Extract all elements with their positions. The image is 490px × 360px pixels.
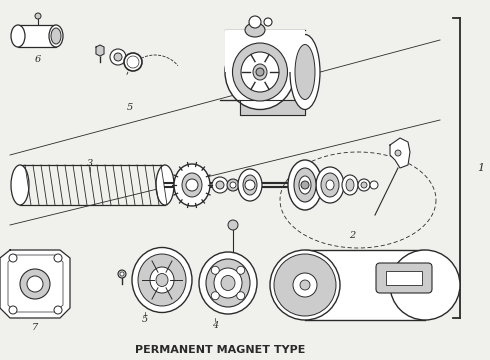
Ellipse shape <box>241 52 279 92</box>
Circle shape <box>124 53 142 71</box>
Circle shape <box>230 182 236 188</box>
Bar <box>18 25 56 47</box>
Text: 3: 3 <box>87 158 93 167</box>
Ellipse shape <box>206 259 250 307</box>
Circle shape <box>237 266 245 274</box>
Ellipse shape <box>150 267 174 293</box>
Circle shape <box>20 269 50 299</box>
Circle shape <box>120 272 124 276</box>
Ellipse shape <box>294 168 316 202</box>
Ellipse shape <box>156 165 174 205</box>
Ellipse shape <box>214 268 242 298</box>
Ellipse shape <box>11 165 29 205</box>
Circle shape <box>361 182 367 188</box>
Ellipse shape <box>174 164 210 206</box>
Ellipse shape <box>342 175 358 195</box>
Bar <box>305 250 425 320</box>
Circle shape <box>245 180 255 190</box>
Ellipse shape <box>232 43 288 101</box>
Polygon shape <box>0 250 70 318</box>
Text: 5: 5 <box>142 315 148 324</box>
Ellipse shape <box>316 167 344 203</box>
Polygon shape <box>220 100 305 115</box>
Bar <box>225 30 305 72</box>
Ellipse shape <box>243 175 257 195</box>
Text: PERMANENT MAGNET TYPE: PERMANENT MAGNET TYPE <box>135 345 305 355</box>
Ellipse shape <box>221 275 235 291</box>
Circle shape <box>27 276 43 292</box>
Ellipse shape <box>326 180 334 190</box>
Ellipse shape <box>132 248 192 312</box>
Ellipse shape <box>11 25 25 47</box>
Circle shape <box>212 177 228 193</box>
Circle shape <box>228 220 238 230</box>
Text: 6: 6 <box>35 55 41 64</box>
Circle shape <box>186 179 198 191</box>
Ellipse shape <box>245 23 265 37</box>
Bar <box>386 271 422 285</box>
Ellipse shape <box>274 254 336 316</box>
Polygon shape <box>96 45 104 56</box>
Ellipse shape <box>51 28 61 44</box>
Text: 2: 2 <box>349 230 355 239</box>
Circle shape <box>9 254 17 262</box>
Circle shape <box>211 266 219 274</box>
Polygon shape <box>390 138 410 168</box>
Ellipse shape <box>270 250 340 320</box>
FancyBboxPatch shape <box>376 263 432 293</box>
Circle shape <box>118 270 126 278</box>
Circle shape <box>227 179 239 191</box>
Circle shape <box>256 68 264 76</box>
Text: 5: 5 <box>127 104 133 112</box>
Text: 7: 7 <box>32 324 38 333</box>
Circle shape <box>54 254 62 262</box>
Circle shape <box>293 273 317 297</box>
Text: 4: 4 <box>212 320 218 329</box>
Circle shape <box>264 18 272 26</box>
Circle shape <box>370 181 378 189</box>
Circle shape <box>211 292 219 300</box>
Ellipse shape <box>225 35 295 109</box>
Circle shape <box>110 49 126 65</box>
Circle shape <box>216 181 224 189</box>
Circle shape <box>358 179 370 191</box>
Ellipse shape <box>288 160 322 210</box>
Text: 1: 1 <box>477 163 484 173</box>
Ellipse shape <box>138 254 186 306</box>
Circle shape <box>127 56 139 68</box>
Circle shape <box>54 306 62 314</box>
Ellipse shape <box>321 173 339 197</box>
Ellipse shape <box>295 45 315 99</box>
Circle shape <box>395 150 401 156</box>
Ellipse shape <box>299 176 311 194</box>
Circle shape <box>35 13 41 19</box>
Ellipse shape <box>49 25 63 47</box>
Circle shape <box>300 280 310 290</box>
Ellipse shape <box>156 274 168 287</box>
Circle shape <box>114 53 122 61</box>
Ellipse shape <box>290 35 320 109</box>
Circle shape <box>249 16 261 28</box>
Circle shape <box>301 181 309 189</box>
Ellipse shape <box>390 250 460 320</box>
Ellipse shape <box>199 252 257 314</box>
Circle shape <box>237 292 245 300</box>
Ellipse shape <box>182 173 202 197</box>
Ellipse shape <box>238 169 262 201</box>
Ellipse shape <box>253 64 267 80</box>
Circle shape <box>9 306 17 314</box>
Ellipse shape <box>346 179 354 191</box>
